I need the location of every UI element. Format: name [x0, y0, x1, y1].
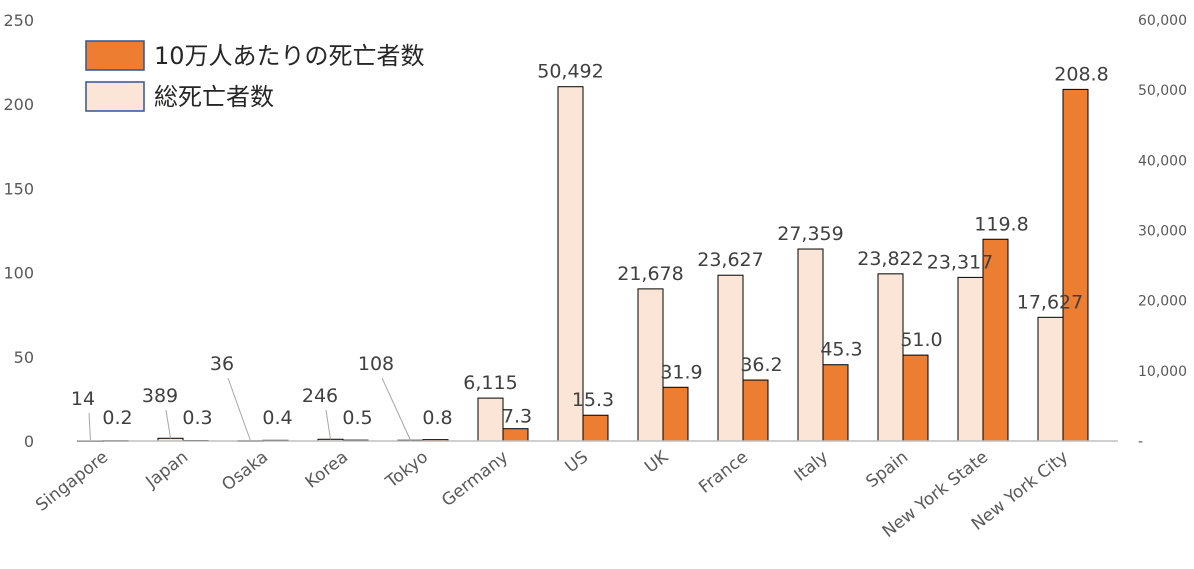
data-label-total: 246	[302, 385, 338, 407]
y-axis-right: - 10,000 20,000 30,000 40,000 50,000 60,000	[1138, 13, 1187, 450]
bars	[77, 86, 1089, 442]
y-tick-label-left: 150	[3, 179, 34, 198]
bar-deaths-per-100k	[822, 364, 849, 442]
y-tick-label-left: 100	[3, 264, 34, 283]
y-axis-left: 0 50 100 150 200 250	[3, 11, 34, 451]
legend: 10万人あたりの死亡者数 総死亡者数	[85, 40, 425, 112]
label-leader-line	[325, 409, 331, 440]
data-label-rate: 119.8	[974, 213, 1028, 235]
data-label-total: 36	[210, 353, 234, 375]
y-tick-label-right: 30,000	[1138, 224, 1187, 240]
data-label-rate: 7.3	[502, 406, 532, 428]
x-tick-label: Osaka	[218, 447, 272, 495]
bar-deaths-per-100k	[982, 238, 1009, 442]
data-label-total: 23,317	[927, 251, 993, 273]
x-tick-label: US	[561, 447, 592, 477]
x-tick-label: Germany	[438, 447, 512, 511]
data-label-total: 6,115	[463, 372, 517, 394]
data-label-total: 17,627	[1017, 291, 1083, 313]
label-leader-line	[381, 377, 411, 441]
y-tick-label-right: 20,000	[1138, 294, 1187, 310]
data-label-total: 389	[142, 385, 178, 407]
bar-total-deaths	[557, 86, 584, 442]
data-label-rate: 0.2	[102, 407, 132, 429]
y-tick-label-right: 60,000	[1138, 13, 1187, 29]
bar-total-deaths	[477, 397, 504, 442]
bar-total-deaths	[797, 248, 824, 442]
x-tick-label: France	[695, 447, 752, 498]
y-tick-label-right: -	[1138, 434, 1143, 450]
label-leader-line	[227, 377, 251, 441]
legend-swatch-total	[85, 81, 145, 112]
data-label-rate: 45.3	[820, 339, 862, 361]
bar-deaths-per-100k	[902, 354, 929, 442]
label-leader-line	[88, 412, 91, 441]
legend-label-total: 総死亡者数	[154, 83, 274, 111]
data-label-rate: 208.8	[1054, 63, 1108, 85]
data-label-rate: 0.5	[342, 407, 372, 429]
data-label-total: 21,678	[617, 263, 683, 285]
bar-deaths-per-100k	[582, 414, 609, 442]
y-tick-label-left: 200	[3, 95, 34, 114]
data-label-rate: 0.3	[182, 407, 212, 429]
bar-deaths-per-100k	[502, 428, 529, 442]
data-label-total: 50,492	[537, 61, 603, 83]
legend-label-rate: 10万人あたりの死亡者数	[154, 42, 425, 70]
data-label-rate: 31.9	[660, 361, 702, 383]
data-label-rate: 0.4	[262, 407, 292, 429]
bar-total-deaths	[957, 276, 984, 442]
bar-total-deaths	[1037, 316, 1064, 442]
data-label-total: 23,822	[857, 248, 923, 270]
data-label-total: 108	[358, 353, 394, 375]
y-tick-label-left: 50	[14, 348, 34, 367]
leader-lines	[88, 377, 411, 441]
y-tick-label-left: 0	[24, 432, 34, 451]
bar-deaths-per-100k	[742, 379, 769, 442]
data-label-rate: 15.3	[572, 389, 614, 411]
bar-deaths-per-100k	[1062, 88, 1089, 442]
data-label-rate: 0.8	[422, 407, 452, 429]
x-tick-label: Korea	[302, 447, 352, 492]
x-tick-label: Japan	[142, 447, 192, 493]
x-tick-label: Italy	[791, 447, 832, 485]
data-label-rate: 36.2	[740, 354, 782, 376]
y-tick-label-left: 250	[3, 11, 34, 30]
legend-swatch-rate	[85, 40, 145, 71]
y-tick-label-right: 40,000	[1138, 153, 1187, 169]
data-label-total: 23,627	[697, 249, 763, 271]
bar-total-deaths	[637, 288, 664, 442]
bar-total-deaths	[877, 273, 904, 442]
data-label-rate: 51.0	[900, 329, 942, 351]
bar-total-deaths	[717, 274, 744, 442]
y-tick-label-right: 10,000	[1138, 364, 1187, 380]
x-tick-label: Spain	[862, 447, 912, 492]
bar-deaths-per-100k	[662, 386, 689, 442]
y-tick-label-right: 50,000	[1138, 83, 1187, 99]
data-label-total: 27,359	[777, 223, 843, 245]
data-label-total: 14	[71, 388, 95, 410]
x-axis: Singapore Japan Osaka Korea Tokyo Germany US UK…	[32, 447, 1072, 542]
label-leader-line	[165, 409, 171, 439]
x-tick-label: Singapore	[32, 447, 112, 516]
x-tick-label: UK	[641, 447, 673, 478]
x-tick-label: Tokyo	[381, 447, 432, 493]
